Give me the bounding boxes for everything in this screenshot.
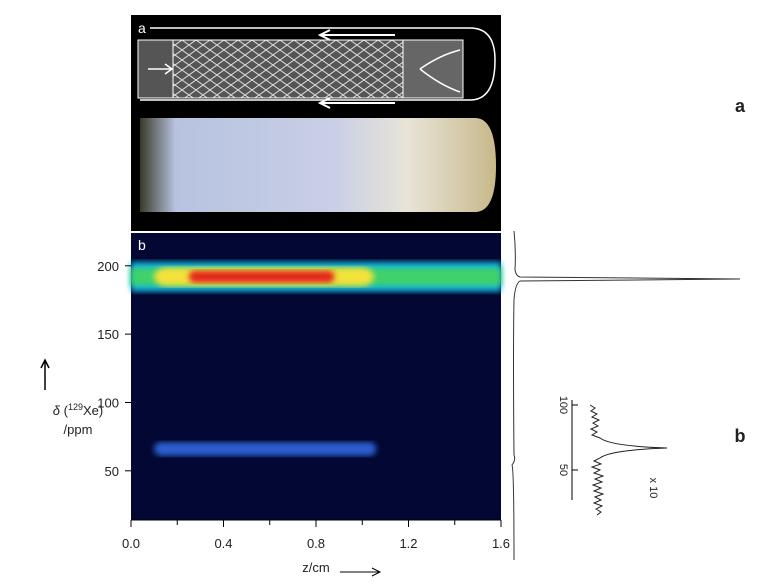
y-tick-label: 50 xyxy=(105,464,119,479)
y-isotope: 129 xyxy=(68,402,83,412)
x-tick-label: 0.0 xyxy=(122,536,140,551)
inset-scale: x 10 xyxy=(647,478,659,499)
x-tick-label: 0.8 xyxy=(307,536,325,551)
inset-spectrum xyxy=(589,404,668,516)
x-tick-label: 1.6 xyxy=(492,536,510,551)
y-element: Xe xyxy=(83,403,99,418)
spectrum xyxy=(511,230,741,561)
arrow xyxy=(419,49,461,93)
y-tick-label: 200 xyxy=(97,259,119,274)
x-label: z/cm xyxy=(302,560,329,575)
y-unit: /ppm xyxy=(64,422,93,437)
inset-tick-label: 100 xyxy=(557,396,569,414)
inset-tick-label: 50 xyxy=(557,464,569,476)
arrow xyxy=(340,567,382,577)
arrow xyxy=(148,63,174,75)
end-cap xyxy=(402,39,464,99)
panel-label: a xyxy=(138,20,146,36)
arrow xyxy=(317,29,395,109)
y-tick-label: 100 xyxy=(97,395,119,410)
mesh xyxy=(172,39,404,99)
bands xyxy=(131,261,501,456)
y-symbol: δ xyxy=(53,403,61,418)
tube-photo xyxy=(140,118,496,212)
band-peak xyxy=(188,270,335,283)
y-label: δ (129Xe) xyxy=(53,402,103,418)
x-tick-label: 1.2 xyxy=(399,536,417,551)
figure-label: a xyxy=(735,96,746,116)
figure-label: b xyxy=(735,426,746,446)
panel-label: b xyxy=(138,237,146,253)
tube-outline xyxy=(140,27,496,101)
x-tick-label: 0.4 xyxy=(214,536,232,551)
arrow xyxy=(40,358,50,390)
band xyxy=(154,442,377,456)
y-tick-label: 150 xyxy=(97,327,119,342)
